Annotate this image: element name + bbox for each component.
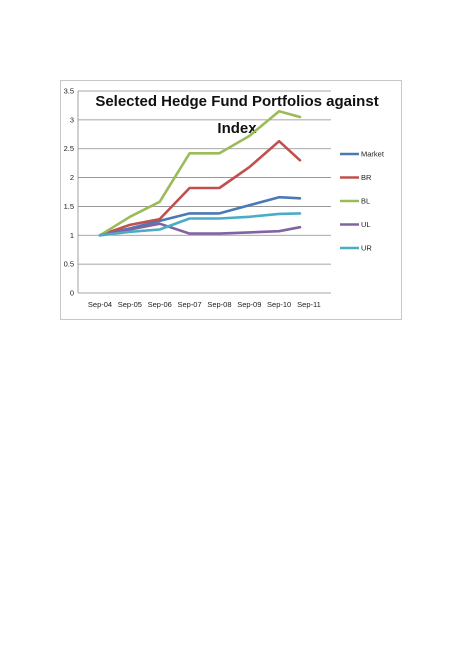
y-tick-label: 3.5 [64,87,74,96]
legend-label-market: Market [361,150,385,159]
y-tick-label: 1 [70,231,74,240]
chart-title-line-2: Index [217,120,257,137]
legend-label-bl: BL [361,197,370,206]
x-tick-label: Sep-08 [207,300,231,309]
series-line-ul [98,222,302,237]
axes: 0 0.5 1 1.5 2 2.5 3 3.5 Sep-04 Sep-05 Sep-06 Sep-07… [64,87,331,309]
legend-label-ul: UL [361,220,371,229]
series-lines [98,109,302,237]
series-line-ur [98,212,302,237]
y-tick-label: 3 [70,115,74,124]
y-tick-label: 1.5 [64,202,74,211]
legend: Market BR BL UL UR [340,150,385,253]
series-line-br [98,139,302,237]
gridlines [78,90,331,265]
x-tick-label: Sep-11 [297,300,321,309]
x-tick-label: Sep-07 [177,300,201,309]
x-tick-label: Sep-04 [88,300,112,309]
legend-label-ur: UR [361,244,372,253]
chart-frame: Selected Hedge Fund Portfolios against I… [60,80,402,320]
x-tick-label: Sep-05 [118,300,142,309]
y-tick-label: 0 [70,289,74,298]
x-tick-label: Sep-10 [267,300,291,309]
y-tick-label: 2.5 [64,144,74,153]
chart-title-line-1: Selected Hedge Fund Portfolios against [95,93,378,110]
y-tick-label: 0.5 [64,260,74,269]
x-tick-label: Sep-06 [148,300,172,309]
x-tick-label: Sep-09 [237,300,261,309]
legend-label-br: BR [361,173,372,182]
series-line-market [98,195,302,237]
line-chart: Selected Hedge Fund Portfolios against I… [64,87,385,310]
series-line-bl [98,109,302,237]
y-tick-label: 2 [70,173,74,182]
